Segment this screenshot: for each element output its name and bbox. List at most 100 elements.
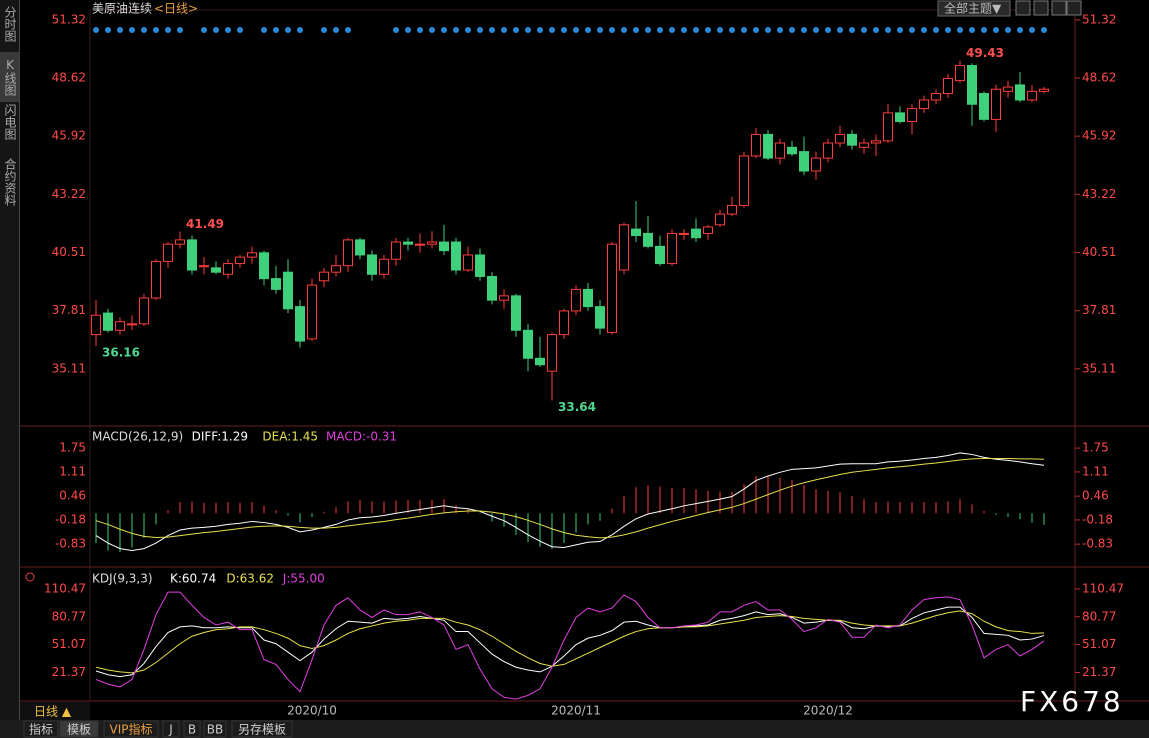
tab[interactable] <box>162 720 180 738</box>
event-dot <box>705 27 711 33</box>
y-tick-label-right: -0.18 <box>1082 512 1113 526</box>
panel-title: MACD(26,12,9) <box>92 430 183 444</box>
watermark: FX678 <box>1020 685 1124 718</box>
candle-body <box>991 88 1001 120</box>
y-tick-label-right: 80.77 <box>1082 609 1116 623</box>
candle-body <box>727 204 737 215</box>
candle-body <box>559 310 569 336</box>
event-dot <box>261 27 267 33</box>
event-dot <box>441 27 447 33</box>
candle-body <box>967 65 977 105</box>
candle-body <box>931 93 941 101</box>
candle-body <box>547 334 557 372</box>
event-dot <box>609 27 615 33</box>
y-tick-label-right: 37.81 <box>1082 303 1116 317</box>
candle-body <box>655 245 665 265</box>
y-tick-label: 80.77 <box>52 609 86 623</box>
y-tick-label-right: 40.51 <box>1082 245 1116 259</box>
event-dot <box>777 27 783 33</box>
sidebar-active <box>0 52 19 102</box>
tab[interactable] <box>23 720 59 738</box>
event-dot <box>765 27 771 33</box>
event-markers <box>93 27 1047 33</box>
event-dot <box>909 27 915 33</box>
event-dot <box>513 27 519 33</box>
indicator-line <box>95 591 1045 700</box>
tab[interactable] <box>103 720 159 738</box>
tab-label[interactable]: BB <box>207 723 223 737</box>
candle-body <box>739 155 749 206</box>
icon-restore[interactable] <box>1066 0 1082 16</box>
event-dot <box>897 27 903 33</box>
candle-body <box>643 232 653 247</box>
candle-body <box>91 314 101 336</box>
period-box <box>20 702 90 720</box>
indicator-line <box>95 452 1045 551</box>
event-dot <box>981 27 987 33</box>
candle-body <box>247 252 257 258</box>
tab-label[interactable]: 模板 <box>67 723 91 737</box>
tab-label[interactable]: B <box>188 723 196 737</box>
tab-label[interactable]: J <box>168 723 173 737</box>
event-dot <box>573 27 579 33</box>
period-label[interactable]: <日线> <box>154 2 198 16</box>
event-dot <box>153 27 159 33</box>
y-tick-label-right: 0.46 <box>1082 489 1109 503</box>
candle-body <box>115 321 125 331</box>
legend-entry: K:60.74 <box>170 572 216 586</box>
candle-body <box>499 295 509 301</box>
tab-label[interactable]: VIP指标 <box>110 722 153 737</box>
tab-label[interactable]: 指标 <box>29 722 53 737</box>
theme-button-label[interactable]: 全部主题▼ <box>944 1 1002 16</box>
event-dot <box>1041 27 1047 33</box>
y-tick-label-right: 1.75 <box>1082 441 1109 455</box>
candle-body <box>367 254 377 275</box>
event-dot <box>801 27 807 33</box>
event-dot <box>957 27 963 33</box>
event-dot <box>405 27 411 33</box>
tab[interactable] <box>59 720 99 738</box>
event-dot <box>393 27 399 33</box>
candle-body <box>463 254 473 271</box>
tab[interactable] <box>231 720 293 738</box>
event-dot <box>597 27 603 33</box>
candle-body <box>523 329 533 359</box>
candle-body <box>583 288 593 308</box>
tab-label[interactable]: 另存模板 <box>238 723 286 737</box>
y-tick-label-right: 51.32 <box>1082 12 1116 26</box>
event-dot <box>789 27 795 33</box>
theme-button[interactable] <box>937 0 1011 17</box>
tab[interactable] <box>203 720 227 738</box>
icon-move[interactable] <box>1015 0 1031 16</box>
candle-body <box>979 93 989 120</box>
panel-settings[interactable] <box>25 572 35 582</box>
y-tick-label: 1.11 <box>59 464 86 478</box>
event-dot <box>285 27 291 33</box>
icon-lock[interactable] <box>1051 0 1067 16</box>
sidebar-tab[interactable]: 分时图 <box>3 6 17 42</box>
candle-body <box>355 239 365 256</box>
x-tick-label: 2020/11 <box>551 704 601 718</box>
candle-body <box>631 228 641 237</box>
tab[interactable] <box>183 720 201 738</box>
panel-title: KDJ(9,3,3) <box>92 572 153 586</box>
sidebar-tab[interactable]: 闪电图 <box>3 104 17 140</box>
y-tick-label: 51.32 <box>52 12 86 26</box>
footer-period[interactable]: 日线 ▲ <box>34 705 72 719</box>
icon-expand[interactable] <box>1033 0 1049 16</box>
y-tick-label: 1.75 <box>59 441 86 455</box>
y-tick-label: 35.11 <box>52 361 86 375</box>
sidebar-tab[interactable]: 合约资料 <box>3 157 17 206</box>
candle-body <box>859 142 869 148</box>
event-dot <box>933 27 939 33</box>
sidebar-tab[interactable]: K线图 <box>3 58 17 96</box>
y-tick-label: 45.92 <box>52 129 86 143</box>
candle-body <box>403 241 413 245</box>
event-dot <box>141 27 147 33</box>
event-dot <box>321 27 327 33</box>
legend-entry: D:63.62 <box>226 572 274 586</box>
event-dot <box>921 27 927 33</box>
y-tick-label-right: 51.07 <box>1082 637 1116 651</box>
